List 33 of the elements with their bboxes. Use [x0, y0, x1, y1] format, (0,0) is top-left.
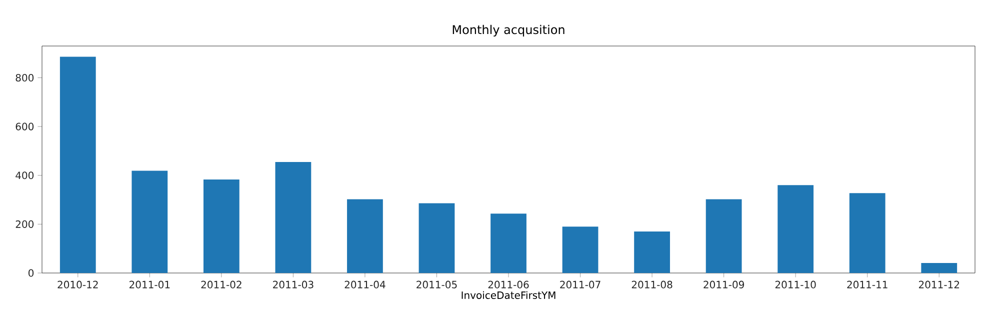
bar [634, 232, 670, 273]
x-tick-label: 2010-12 [58, 280, 98, 288]
x-axis-title: InvoiceDateFirstYM [462, 291, 556, 299]
bar [562, 226, 598, 273]
bar [347, 199, 383, 273]
x-tick-label: 2011-09 [704, 280, 744, 288]
y-tick-label: 400 [16, 172, 34, 180]
y-tick-label: 600 [16, 122, 34, 130]
y-tick-label: 0 [28, 269, 34, 277]
x-tick-label: 2011-07 [560, 280, 600, 288]
bar [275, 162, 312, 273]
x-tick-label: 2011-08 [632, 280, 672, 288]
x-tick-label: 2011-03 [273, 280, 314, 288]
x-tick-label: 2011-02 [201, 280, 242, 288]
y-tick-label: 800 [16, 74, 34, 82]
bar [921, 262, 958, 273]
x-tick-label: 2011-06 [488, 280, 529, 288]
x-tick-label: 2011-10 [775, 280, 816, 288]
bar [706, 199, 742, 273]
bar [203, 180, 240, 273]
x-tick-label: 2011-12 [918, 280, 960, 288]
x-tick-label: 2011-01 [130, 280, 170, 288]
bar [418, 203, 455, 273]
y-tick-label: 200 [16, 220, 34, 228]
bar [849, 193, 886, 273]
chart-title: Monthly acqusition [452, 24, 564, 36]
bar [490, 214, 526, 273]
bar [778, 185, 814, 273]
bar [60, 56, 96, 273]
x-tick-label: 2011-11 [847, 280, 888, 288]
x-tick-label: 2011-05 [416, 280, 457, 288]
bar [132, 170, 168, 273]
x-tick-label: 2011-04 [344, 280, 386, 288]
